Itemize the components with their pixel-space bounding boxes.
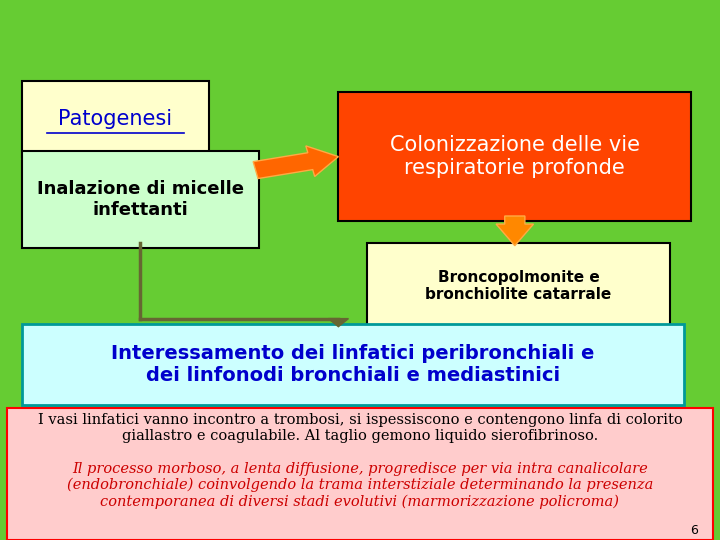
FancyBboxPatch shape [22,324,684,405]
FancyBboxPatch shape [22,81,209,157]
FancyBboxPatch shape [22,151,259,248]
Text: Il processo morboso, a lenta diffusione, progredisce per via intra canalicolare
: Il processo morboso, a lenta diffusione,… [67,462,653,509]
Text: Inalazione di micelle
infettanti: Inalazione di micelle infettanti [37,180,244,219]
Text: Colonizzazione delle vie
respiratorie profonde: Colonizzazione delle vie respiratorie pr… [390,135,640,178]
Text: I vasi linfatici vanno incontro a trombosi, si ispessiscono e contengono linfa d: I vasi linfatici vanno incontro a trombo… [37,413,683,443]
Text: Broncopolmonite e
bronchiolite catarrale: Broncopolmonite e bronchiolite catarrale [426,270,611,302]
FancyArrow shape [253,146,338,179]
FancyBboxPatch shape [7,408,713,540]
Text: Interessamento dei linfatici peribronchiali e
dei linfonodi bronchiali e mediast: Interessamento dei linfatici peribronchi… [111,344,595,385]
FancyBboxPatch shape [367,243,670,329]
Text: Patogenesi: Patogenesi [58,109,172,129]
FancyArrow shape [328,319,348,327]
FancyArrow shape [496,216,534,246]
Text: 6: 6 [690,524,698,537]
FancyBboxPatch shape [338,92,691,221]
